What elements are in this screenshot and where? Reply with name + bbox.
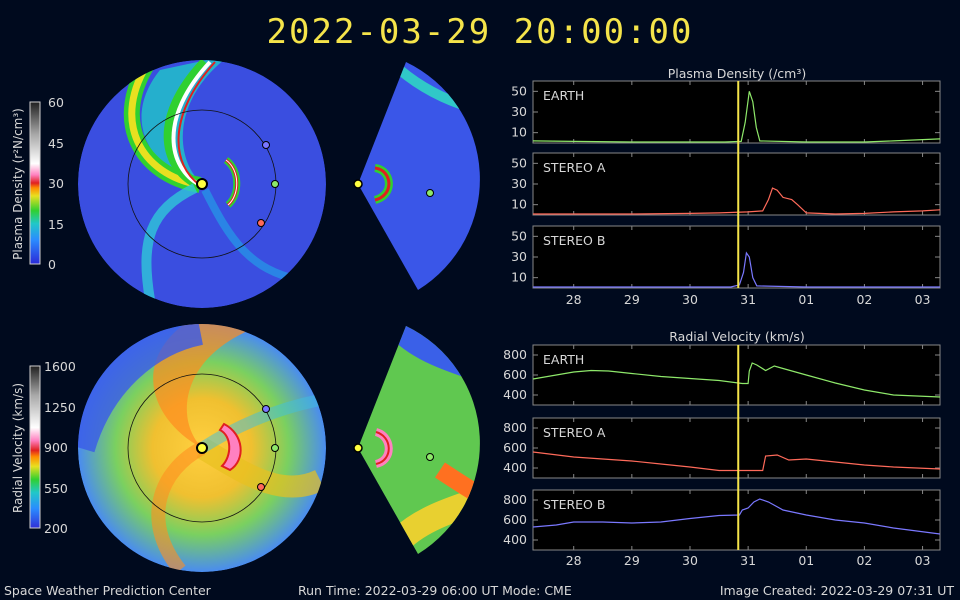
velocity-colorbar: 1600 1250 900 550 200 Radial Velocity (k… [11,359,76,536]
y-tick-label: 10 [511,270,527,285]
panel-frame [532,80,941,144]
sun-icon [196,442,208,454]
earth-marker [271,180,279,188]
footer-agency: Space Weather Prediction Center [4,583,211,598]
velocity-meridional-wedge [358,326,480,554]
y-tick-label: 600 [503,512,527,527]
footer-run-info: Run Time: 2022-03-29 06:00 UT Mode: CME [298,583,572,598]
velocity-plot-title: Radial Velocity (km/s) [669,329,805,344]
time-series-plots: 50 30 10 EARTH 50 30 10 STEREO A 50 30 10 STEREO B 8… [503,80,941,551]
series-label: EARTH [543,352,584,367]
x-tick-label: 31 [740,292,756,307]
earth-marker [271,444,279,452]
series-label: STEREO B [543,233,605,248]
series-line [532,451,941,472]
sun-icon [353,443,363,453]
stereo-a-marker [257,483,265,491]
series-line [532,91,941,143]
x-tick-label: 02 [856,553,872,568]
velocity-colorbar-title: Radial Velocity (km/s) [11,383,25,513]
density-plot-title: Plasma Density (/cm³) [668,66,807,81]
x-tick-label: 30 [682,292,698,307]
velocity-tick: 900 [44,440,68,455]
density-meridional-wedge [358,62,480,290]
stereo-b-marker [262,141,270,149]
velocity-tick: 1250 [44,400,76,415]
x-tick-labels: 28 29 30 31 01 02 03 28 29 30 31 01 02 03 [566,292,931,568]
density-tick: 0 [48,257,56,272]
density-colorbar: 60 45 30 15 0 Plasma Density (r²N/cm³) [11,95,64,272]
earth-marker [426,453,434,461]
series-label: EARTH [543,88,584,103]
y-tick-label: 30 [511,249,527,264]
y-tick-label: 400 [503,532,527,547]
panel-frame [532,225,941,289]
x-tick-label: 03 [915,292,931,307]
sun-icon [196,178,208,190]
velocity-tick: 550 [44,481,68,496]
panel-frame [532,152,941,216]
y-tick-label: 800 [503,347,527,362]
panel-frame [532,344,941,406]
series-line [532,362,941,398]
series-label: STEREO A [543,425,606,440]
series-line [532,498,941,535]
y-tick-label: 10 [511,197,527,212]
velocity-tick: 200 [44,521,68,536]
x-tick-label: 30 [682,553,698,568]
y-tick-label: 10 [511,125,527,140]
density-colorbar-title: Plasma Density (r²N/cm³) [11,108,25,260]
series-label: STEREO A [543,160,606,175]
y-tick-label: 800 [503,492,527,507]
y-tick-label: 800 [503,420,527,435]
y-tick-label: 600 [503,367,527,382]
x-tick-label: 02 [856,292,872,307]
earth-marker [426,189,434,197]
x-tick-label: 28 [566,292,582,307]
density-tick: 45 [48,136,64,151]
stereo-a-marker [257,219,265,227]
y-tick-label: 30 [511,104,527,119]
density-tick: 15 [48,217,64,232]
x-tick-label: 03 [915,553,931,568]
y-tick-label: 50 [511,83,527,98]
density-tick: 60 [48,95,64,110]
stereo-b-marker [262,405,270,413]
x-tick-label: 31 [740,553,756,568]
x-tick-label: 29 [624,292,640,307]
y-tick-label: 600 [503,440,527,455]
y-tick-label: 50 [511,228,527,243]
series-line [533,187,941,215]
y-tick-label: 400 [503,387,527,402]
footer-image-created: Image Created: 2022-03-29 07:31 UT [719,583,954,598]
panel-frame [532,489,941,551]
y-tick-label: 400 [503,460,527,475]
x-tick-label: 01 [798,292,814,307]
x-tick-label: 28 [566,553,582,568]
series-label: STEREO B [543,497,605,512]
density-tick: 30 [48,176,64,191]
sun-icon [353,179,363,189]
x-tick-label: 01 [798,553,814,568]
x-tick-label: 29 [624,553,640,568]
velocity-tick: 1600 [44,359,76,374]
y-tick-label: 30 [511,176,527,191]
y-tick-label: 50 [511,155,527,170]
panel-frame [532,417,941,479]
timestamp: 2022-03-29 20:00:00 [266,12,694,52]
series-line [533,251,940,288]
